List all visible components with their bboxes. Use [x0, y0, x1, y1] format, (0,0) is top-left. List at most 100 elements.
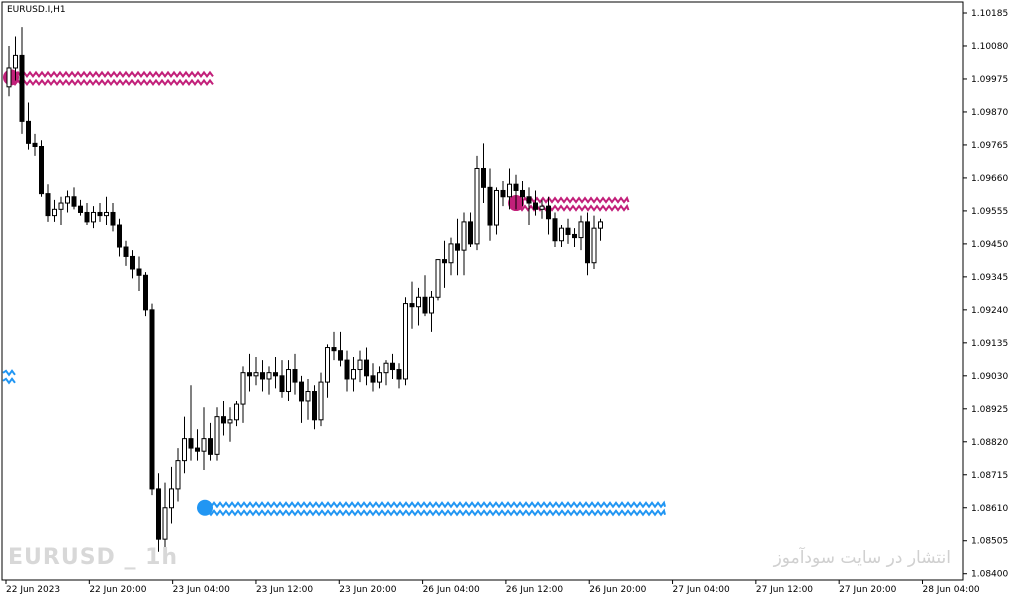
bear-candle	[585, 221, 590, 264]
bull-candle	[214, 416, 220, 455]
bull-candle	[494, 189, 499, 226]
bear-candle	[78, 205, 83, 213]
bear-candle	[533, 202, 538, 210]
bull-candle	[539, 205, 545, 210]
price-label: 1.09660	[971, 174, 1008, 184]
bull-candle	[182, 438, 187, 462]
bear-candle	[97, 211, 103, 217]
bull-candle	[403, 303, 408, 380]
bull-candle	[351, 369, 356, 380]
bear-candle	[130, 255, 135, 270]
bear-candle	[572, 233, 577, 239]
bear-candle	[422, 296, 428, 314]
bear-candle	[84, 211, 90, 223]
plot-area-border	[1, 1, 964, 581]
bear-candle	[247, 372, 252, 377]
bear-candle	[526, 196, 532, 204]
bear-candle	[188, 438, 194, 449]
bull-candle	[357, 359, 363, 371]
bear-candle	[344, 359, 350, 380]
bear-candle	[312, 391, 317, 421]
time-label: 28 Jun 04:00	[922, 585, 979, 595]
bear-candle	[260, 372, 265, 380]
bull-candle	[578, 221, 584, 239]
bear-candle	[338, 350, 343, 361]
bear-candle	[487, 186, 493, 226]
time-label: 27 Jun 04:00	[673, 585, 730, 595]
bear-candle	[396, 369, 402, 380]
time-label: 26 Jun 04:00	[423, 585, 480, 595]
support-dot	[197, 499, 213, 516]
bull-candle	[201, 438, 207, 452]
bear-candle	[552, 218, 558, 242]
bear-candle	[279, 375, 285, 393]
bear-candle	[208, 438, 213, 455]
bear-candle	[26, 120, 31, 144]
symbol-label: EURUSD.I,H1	[7, 5, 66, 15]
price-label: 1.08820	[971, 438, 1008, 448]
bull-candle	[169, 488, 174, 509]
time-label: 23 Jun 12:00	[256, 585, 313, 595]
bull-candle	[325, 347, 330, 383]
bull-candle	[559, 227, 564, 242]
price-label: 1.08925	[971, 405, 1008, 415]
price-label: 1.08505	[971, 537, 1008, 547]
bull-candle	[6, 67, 12, 88]
bear-candle	[481, 167, 486, 188]
price-label: 1.09450	[971, 240, 1008, 250]
bear-candle	[123, 246, 129, 257]
bull-candle	[91, 211, 96, 223]
bear-candle	[370, 375, 376, 383]
price-label: 1.08400	[971, 570, 1008, 580]
price-label: 1.09765	[971, 141, 1008, 151]
bull-candle	[416, 296, 421, 308]
bear-candle	[520, 189, 525, 198]
price-label: 1.10080	[971, 42, 1008, 52]
bear-candle	[45, 193, 51, 217]
bull-candle	[162, 507, 168, 540]
bull-candle	[253, 372, 259, 377]
time-label: 27 Jun 12:00	[756, 585, 813, 595]
bull-candle	[474, 167, 480, 245]
time-label: 22 Jun 2023	[6, 585, 60, 595]
bear-candle	[273, 372, 278, 377]
bear-candle	[513, 183, 519, 191]
price-label: 1.08610	[971, 504, 1008, 514]
bull-candle	[240, 372, 246, 405]
bear-candle	[500, 189, 506, 198]
bear-candle	[221, 416, 226, 424]
time-label: 23 Jun 04:00	[173, 585, 230, 595]
time-label: 27 Jun 20:00	[839, 585, 896, 595]
time-label: 26 Jun 20:00	[589, 585, 646, 595]
bull-candle	[591, 227, 597, 264]
time-label: 23 Jun 20:00	[339, 585, 396, 595]
bear-candle	[136, 268, 142, 276]
bull-candle	[104, 211, 109, 217]
bear-candle	[71, 196, 77, 207]
price-label: 1.09030	[971, 372, 1008, 382]
bear-candle	[565, 227, 571, 235]
price-label: 1.08715	[971, 471, 1008, 481]
price-label: 1.10185	[971, 9, 1008, 19]
price-label: 1.09870	[971, 108, 1008, 118]
bull-candle	[598, 221, 603, 229]
bull-candle	[175, 460, 181, 490]
bull-candle	[435, 259, 441, 298]
bull-candle	[377, 372, 382, 383]
bear-candle	[442, 259, 447, 264]
bear-candle	[331, 347, 337, 352]
support-zone	[204, 500, 666, 517]
bull-candle	[234, 403, 239, 421]
bear-candle	[364, 359, 369, 377]
bear-candle	[117, 224, 122, 248]
price-label: 1.09555	[971, 207, 1008, 217]
bear-candle	[292, 369, 298, 383]
bear-candle	[455, 243, 460, 251]
resistance-zone	[515, 195, 630, 212]
bull-candle	[286, 369, 291, 393]
price-label: 1.09345	[971, 273, 1008, 283]
resistance-zone	[8, 70, 214, 87]
time-label: 26 Jun 12:00	[506, 585, 563, 595]
